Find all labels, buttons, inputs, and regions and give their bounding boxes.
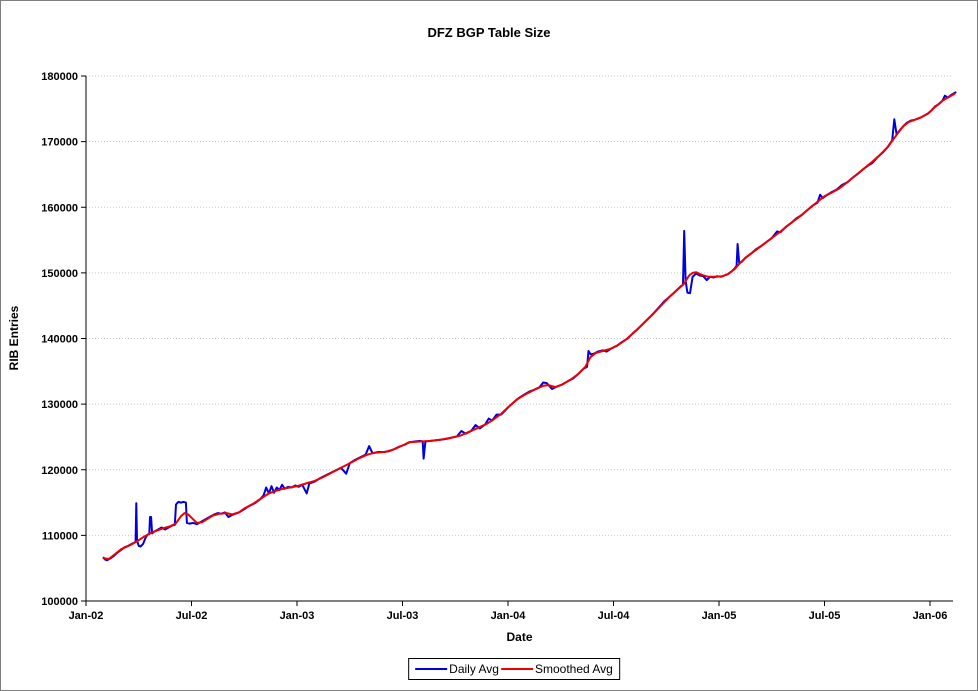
x-tick-label: Jul-02 xyxy=(176,610,208,622)
legend-item-smoothed-avg: Smoothed Avg xyxy=(500,662,613,676)
x-tick-label: Jul-05 xyxy=(809,610,841,622)
y-tick-label: 160000 xyxy=(41,202,78,214)
y-tick-label: 150000 xyxy=(41,268,78,280)
x-axis-title: Date xyxy=(506,630,533,644)
smoothed-avg-line-swatch xyxy=(500,668,533,670)
y-tick-label: 170000 xyxy=(41,137,78,149)
legend: Daily Avg Smoothed Avg xyxy=(408,658,620,680)
y-tick-label: 180000 xyxy=(41,71,78,83)
smoothed-avg-line xyxy=(102,92,956,560)
x-tick-label: Jan-02 xyxy=(69,610,104,622)
smoothed-avg-legend-label: Smoothed Avg xyxy=(534,662,613,676)
y-tick-label: 110000 xyxy=(42,530,78,542)
y-tick-label: 100000 xyxy=(41,596,78,608)
chart-title: DFZ BGP Table Size xyxy=(427,25,551,40)
x-tick-label: Jul-03 xyxy=(387,610,419,622)
x-tick-label: Jul-04 xyxy=(598,610,631,622)
daily-avg-line-swatch xyxy=(415,668,448,670)
daily-avg-legend-label: Daily Avg xyxy=(449,662,499,676)
y-tick-label: 140000 xyxy=(41,334,78,346)
x-tick-label: Jan-06 xyxy=(913,610,948,622)
x-tick-label: Jan-05 xyxy=(702,610,737,622)
daily-avg-line xyxy=(102,91,957,562)
y-tick-label: 130000 xyxy=(41,399,78,411)
x-tick-label: Jan-04 xyxy=(491,610,527,622)
y-tick-label: 120000 xyxy=(41,465,78,477)
x-tick-label: Jan-03 xyxy=(280,610,315,622)
legend-item-daily-avg: Daily Avg xyxy=(415,662,499,676)
